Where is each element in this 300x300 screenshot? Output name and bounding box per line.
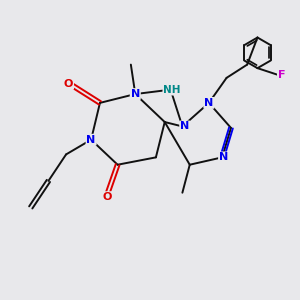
Text: N: N	[204, 98, 214, 108]
Text: N: N	[131, 89, 140, 99]
Text: O: O	[103, 192, 112, 202]
Text: N: N	[86, 135, 96, 145]
Text: N: N	[219, 152, 228, 162]
Text: O: O	[64, 79, 73, 89]
Text: N: N	[180, 122, 189, 131]
Text: F: F	[278, 70, 285, 80]
Text: NH: NH	[163, 85, 181, 94]
